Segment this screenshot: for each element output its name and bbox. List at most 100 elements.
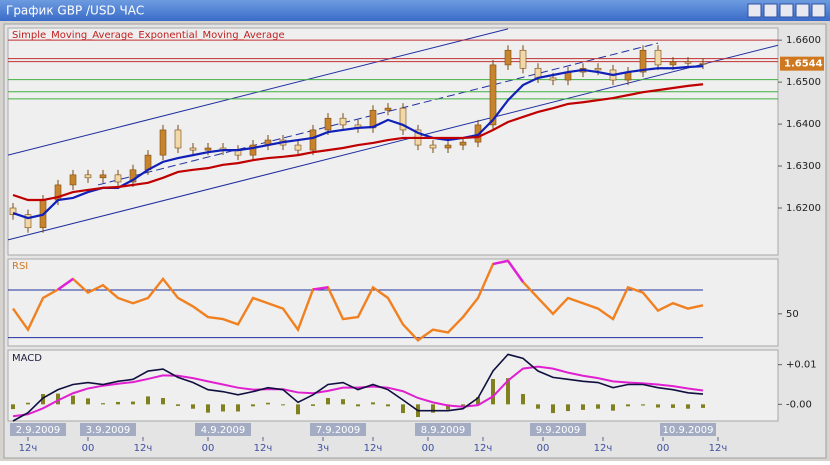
y-tick-label: 1.6600 [786,35,821,46]
hour-tick-label: 12ч [19,443,38,454]
histogram-bar [701,404,705,408]
histogram-bar [11,404,15,410]
y-tick-label: +0.01 [786,360,817,371]
hour-tick-label: 12ч [254,443,273,454]
rsi-zone-segment [312,286,329,291]
histogram-bar [356,404,360,407]
title-bar [0,0,830,21]
candle-body [309,129,317,151]
candle-body [669,61,677,66]
histogram-bar [596,404,600,409]
hour-tick-label: 12ч [364,443,383,454]
date-tick-box [530,423,586,436]
histogram-bar [611,404,615,411]
date-tick-box [310,423,366,436]
histogram-bar [491,378,495,405]
ma-line [12,65,704,220]
hour-tick-label: 12ч [134,443,153,454]
candle-body [654,49,662,66]
candle-body [69,174,77,186]
candle-body [324,117,332,131]
close-button[interactable] [811,3,826,18]
y-tick-label: 1.6500 [786,77,821,88]
histogram-bar [191,404,195,409]
legend-entry: Simple_Moving_Average [12,30,133,41]
last-price-tag [780,56,824,71]
minimize-button[interactable] [779,3,794,18]
signal-line [12,365,704,418]
candle-body [684,61,692,64]
date-tick-box [195,423,251,436]
candle-body [594,67,602,71]
macd-line [12,353,704,422]
rsi-zone-segment [57,277,74,291]
histogram-bar [671,404,675,408]
date-tick-label: 2.9.2009 [16,425,61,436]
histogram-bar [176,404,180,406]
candle-body [249,144,257,156]
date-tick-label: 9.9.2009 [536,425,581,436]
candle-body [519,49,527,69]
histogram-bar [266,402,270,405]
trend-line [7,44,779,241]
maximize-button[interactable] [795,3,810,18]
date-tick-box [80,423,136,436]
candle-body [159,129,167,156]
macd-title: MACD [12,353,42,364]
y-tick-label: 1.6400 [786,119,821,130]
histogram-bar [536,404,540,409]
help-button[interactable] [747,3,762,18]
histogram-bar [581,404,585,410]
candle-body [489,64,497,126]
date-tick-label: 3.9.2009 [86,425,131,436]
candle-body [504,49,512,66]
rsi-panel [7,258,779,347]
histogram-bar [626,404,630,407]
ma-line [12,83,704,202]
histogram-bar [296,404,300,415]
window-buttons [747,3,826,18]
histogram-bar [401,404,405,414]
rsi-line [12,259,704,342]
candle-body [189,147,197,151]
histogram-bar [311,404,315,406]
candle-body [399,107,407,131]
histogram-bar [236,404,240,412]
histogram-bar [26,402,30,405]
trend-line [97,42,659,186]
candle-body [9,207,17,216]
candle-body [429,144,437,149]
histogram-bar [446,404,450,410]
histogram-bar [116,401,120,405]
date-tick-box [10,423,66,436]
date-tick-box [660,423,716,436]
price-panel [7,27,779,256]
candle-body [129,169,137,183]
date-tick-box [415,423,471,436]
histogram-bar [656,404,660,408]
pause-button[interactable] [763,3,778,18]
candle-body [444,144,452,149]
rsi-zone-segment [507,260,524,283]
candle-body [639,49,647,73]
histogram-bar [161,397,165,405]
histogram-bar [461,404,465,407]
histogram-bar [521,394,525,405]
histogram-bar [71,395,75,405]
candle-body [24,214,32,229]
candle-body [549,77,557,81]
hour-tick-label: 00 [82,443,95,454]
histogram-bar [551,404,555,414]
candle-body [114,174,122,183]
histogram-bar [251,404,255,407]
histogram-bar [206,404,210,413]
candle-body [84,174,92,179]
date-tick-label: 4.9.2009 [201,425,246,436]
histogram-bar [386,404,390,407]
candle-body [384,107,392,111]
date-tick-label: 7.9.2009 [316,425,361,436]
hour-tick-label: 12ч [709,443,728,454]
hour-tick-label: 00 [422,443,435,454]
histogram-bar [131,401,135,405]
